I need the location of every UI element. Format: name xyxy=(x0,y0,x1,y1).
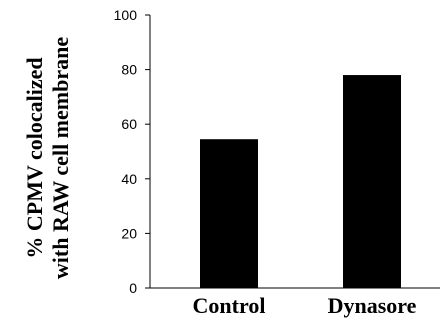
y-tick-label: 100 xyxy=(114,7,138,23)
x-axis: Control Dynasore xyxy=(150,287,440,318)
y-axis: 0 20 40 60 80 100 xyxy=(114,7,151,296)
y-tick-label: 80 xyxy=(121,62,137,78)
y-tick-label: 40 xyxy=(121,171,137,187)
x-category-label: Control xyxy=(193,293,266,318)
x-category-label: Dynasore xyxy=(328,293,417,318)
y-tick-label: 60 xyxy=(121,116,137,132)
y-axis-title-line-2: with RAW cell membrane xyxy=(48,37,73,279)
bar-dynasore xyxy=(343,75,401,288)
y-tick-label: 20 xyxy=(121,225,137,241)
y-axis-title-line-1: % CPMV colocalized xyxy=(22,57,47,258)
bar-control xyxy=(200,139,258,288)
bars xyxy=(200,75,401,288)
y-axis-title: % CPMV colocalized with RAW cell membran… xyxy=(22,37,73,279)
y-tick-label: 0 xyxy=(129,280,137,296)
